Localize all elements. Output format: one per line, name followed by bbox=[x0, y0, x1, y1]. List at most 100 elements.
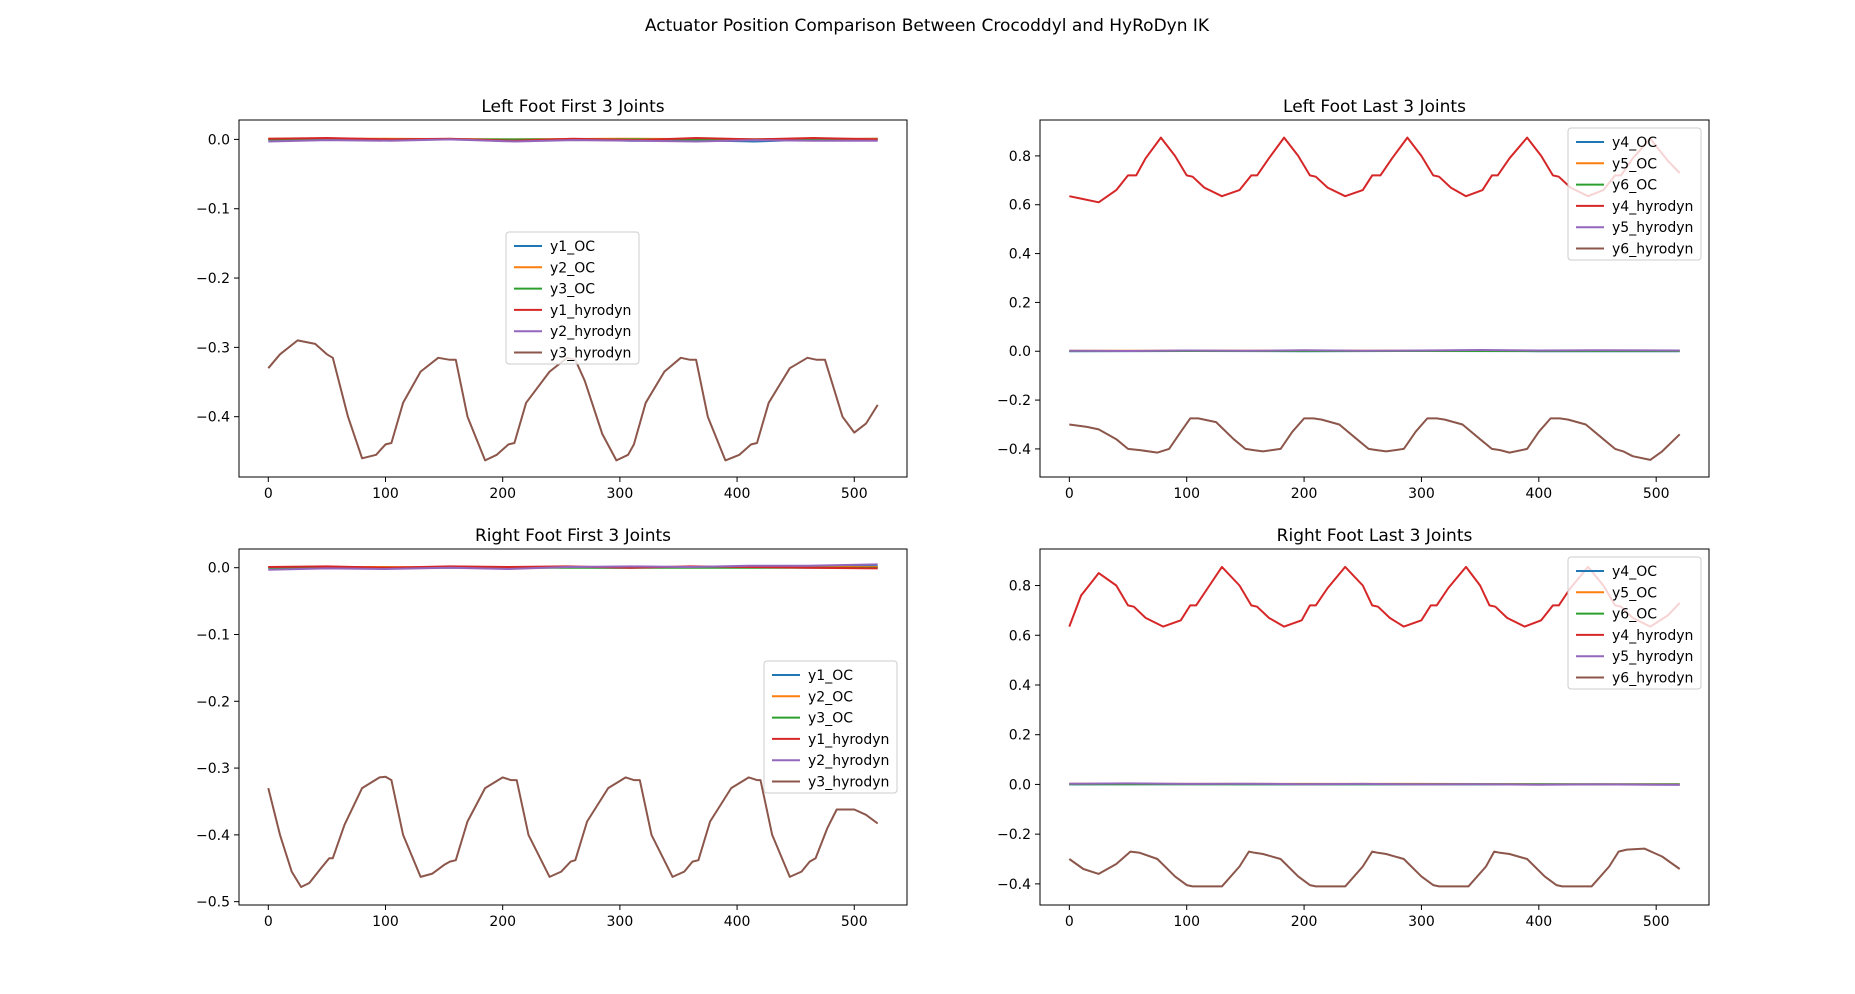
legend-entry-y6-oc: y6_OC bbox=[1612, 178, 1657, 194]
panel-right-foot-first-3-joints: Right Foot First 3 Joints 0 100 200 300 400 50… bbox=[196, 526, 908, 930]
x-tick-label: 400 bbox=[724, 486, 751, 502]
y-tick-label: 0.8 bbox=[1009, 149, 1031, 165]
x-tick-label: 100 bbox=[372, 914, 399, 930]
series-lines bbox=[267, 563, 879, 888]
series-lines bbox=[1069, 136, 1681, 461]
legend-entry-y3-oc: y3_OC bbox=[550, 282, 595, 298]
axes-frame bbox=[238, 548, 908, 906]
legend-entry-y1-oc: y1_OC bbox=[550, 239, 595, 255]
legend-entry-y3-hyrodyn: y3_hyrodyn bbox=[550, 346, 631, 362]
legend: y1_OC y2_OC y3_OC y1_hyrodyn y2_hyrodyn y3_hy… bbox=[505, 231, 640, 365]
y-tick-label: 0.6 bbox=[1009, 628, 1031, 644]
y-tick-label: 0.0 bbox=[208, 132, 230, 148]
y-tick-label: 0.6 bbox=[1009, 198, 1031, 214]
legend-entry-y2-hyrodyn: y2_hyrodyn bbox=[550, 324, 631, 340]
legend-entry-y3-hyrodyn: y3_hyrodyn bbox=[808, 775, 889, 791]
x-tick-label: 500 bbox=[1643, 486, 1670, 502]
y-tick-label: −0.3 bbox=[196, 761, 230, 777]
series-line-y5-hyrodyn bbox=[1069, 349, 1680, 352]
y-tick-label: 0.4 bbox=[1009, 247, 1031, 263]
series-line-y3-hyrodyn bbox=[267, 775, 879, 888]
subplot-title: Left Foot First 3 Joints bbox=[481, 97, 664, 117]
x-tick-label: 200 bbox=[489, 486, 516, 502]
x-tick-label: 500 bbox=[841, 486, 868, 502]
y-tick-label: −0.2 bbox=[196, 694, 230, 710]
legend-entry-y3-oc: y3_OC bbox=[808, 711, 853, 727]
legend-entry-y4-oc: y4_OC bbox=[1612, 135, 1657, 151]
legend-entry-y5-oc: y5_OC bbox=[1612, 156, 1657, 172]
x-tick-label: 300 bbox=[607, 914, 634, 930]
legend: y4_OC y5_OC y6_OC y4_hyrodyn y5_hyrodyn y6_hy… bbox=[1567, 556, 1702, 690]
y-tick-label: −0.2 bbox=[997, 827, 1031, 843]
x-tick-label: 400 bbox=[724, 914, 751, 930]
legend-entry-y1-oc: y1_OC bbox=[808, 668, 853, 684]
y-tick-label: −0.4 bbox=[997, 442, 1031, 458]
series-line-y1-hyrodyn bbox=[268, 137, 878, 142]
legend-entry-y4-oc: y4_OC bbox=[1612, 564, 1657, 580]
series-line-y5-hyrodyn bbox=[1069, 782, 1680, 786]
x-tick-label: 100 bbox=[1173, 486, 1200, 502]
x-tick-label: 100 bbox=[372, 486, 399, 502]
x-tick-label: 400 bbox=[1525, 914, 1552, 930]
subplot-title: Right Foot Last 3 Joints bbox=[1277, 526, 1473, 546]
x-tick-label: 200 bbox=[1291, 914, 1318, 930]
y-tick-label: −0.2 bbox=[196, 271, 230, 287]
x-tick-label: 200 bbox=[489, 914, 516, 930]
series-line-y6-hyrodyn bbox=[1068, 847, 1681, 888]
legend-entry-y6-hyrodyn: y6_hyrodyn bbox=[1612, 671, 1693, 687]
legend-entry-y2-oc: y2_OC bbox=[808, 689, 853, 705]
y-tick-label: −0.5 bbox=[196, 895, 230, 911]
x-tick-label: 100 bbox=[1173, 914, 1200, 930]
y-tick-label: −0.1 bbox=[196, 627, 230, 643]
y-tick-label: 0.2 bbox=[1009, 728, 1031, 744]
x-tick-label: 300 bbox=[1408, 486, 1435, 502]
subplot-title: Left Foot Last 3 Joints bbox=[1283, 97, 1466, 117]
panel-left-foot-last-3-joints: Left Foot Last 3 Joints 0 100 200 300 400 500 0… bbox=[997, 97, 1710, 502]
legend: y1_OC y2_OC y3_OC y1_hyrodyn y2_hyrodyn y3_hy… bbox=[763, 660, 898, 794]
figure-title: Actuator Position Comparison Between Cro… bbox=[645, 16, 1210, 36]
legend-entry-y5-hyrodyn: y5_hyrodyn bbox=[1612, 220, 1693, 236]
axes-frame bbox=[1039, 119, 1710, 478]
x-tick-label: 300 bbox=[607, 486, 634, 502]
y-tick-label: 0.8 bbox=[1009, 579, 1031, 595]
series-line-y6-hyrodyn bbox=[1069, 417, 1681, 461]
y-tick-label: −0.1 bbox=[196, 202, 230, 218]
x-tick-label: 400 bbox=[1525, 486, 1552, 502]
y-tick-label: −0.4 bbox=[196, 828, 230, 844]
legend-entry-y4-hyrodyn: y4_hyrodyn bbox=[1612, 628, 1693, 644]
axes-frame bbox=[238, 119, 908, 478]
x-tick-label: 500 bbox=[1643, 914, 1670, 930]
y-tick-label: 0.0 bbox=[1009, 344, 1031, 360]
legend-entry-y5-hyrodyn: y5_hyrodyn bbox=[1612, 649, 1693, 665]
legend-entry-y6-oc: y6_OC bbox=[1612, 607, 1657, 623]
y-tick-label: 0.0 bbox=[1009, 777, 1031, 793]
x-tick-label: 0 bbox=[264, 486, 273, 502]
legend-entry-y1-hyrodyn: y1_hyrodyn bbox=[550, 303, 631, 319]
y-tick-label: −0.4 bbox=[196, 410, 230, 426]
legend-entry-y1-hyrodyn: y1_hyrodyn bbox=[808, 732, 889, 748]
legend-entry-y6-hyrodyn: y6_hyrodyn bbox=[1612, 242, 1693, 258]
legend-entry-y2-hyrodyn: y2_hyrodyn bbox=[808, 753, 889, 769]
y-tick-label: −0.3 bbox=[196, 340, 230, 356]
legend-entry-y4-hyrodyn: y4_hyrodyn bbox=[1612, 199, 1693, 215]
y-tick-label: 0.0 bbox=[208, 561, 230, 577]
y-tick-label: −0.2 bbox=[997, 393, 1031, 409]
x-tick-label: 500 bbox=[841, 914, 868, 930]
x-tick-label: 200 bbox=[1291, 486, 1318, 502]
legend-entry-y5-oc: y5_OC bbox=[1612, 585, 1657, 601]
x-tick-label: 0 bbox=[264, 914, 273, 930]
y-tick-label: 0.2 bbox=[1009, 295, 1031, 311]
series-line-y2-hyrodyn bbox=[268, 138, 878, 143]
x-tick-label: 0 bbox=[1065, 914, 1074, 930]
subplots: Left Foot First 3 Joints 0 100 200 300 400 500… bbox=[196, 97, 1710, 930]
y-tick-label: 0.4 bbox=[1009, 678, 1031, 694]
panel-left-foot-first-3-joints: Left Foot First 3 Joints 0 100 200 300 400 500… bbox=[196, 97, 908, 502]
series-line-y2-hyrodyn bbox=[268, 563, 878, 571]
x-tick-label: 0 bbox=[1065, 486, 1074, 502]
legend-entry-y2-oc: y2_OC bbox=[550, 260, 595, 276]
y-tick-label: −0.4 bbox=[997, 877, 1031, 893]
subplot-title: Right Foot First 3 Joints bbox=[475, 526, 671, 546]
x-tick-label: 300 bbox=[1408, 914, 1435, 930]
panel-right-foot-last-3-joints: Right Foot Last 3 Joints 0 100 200 300 400 500… bbox=[997, 526, 1710, 930]
